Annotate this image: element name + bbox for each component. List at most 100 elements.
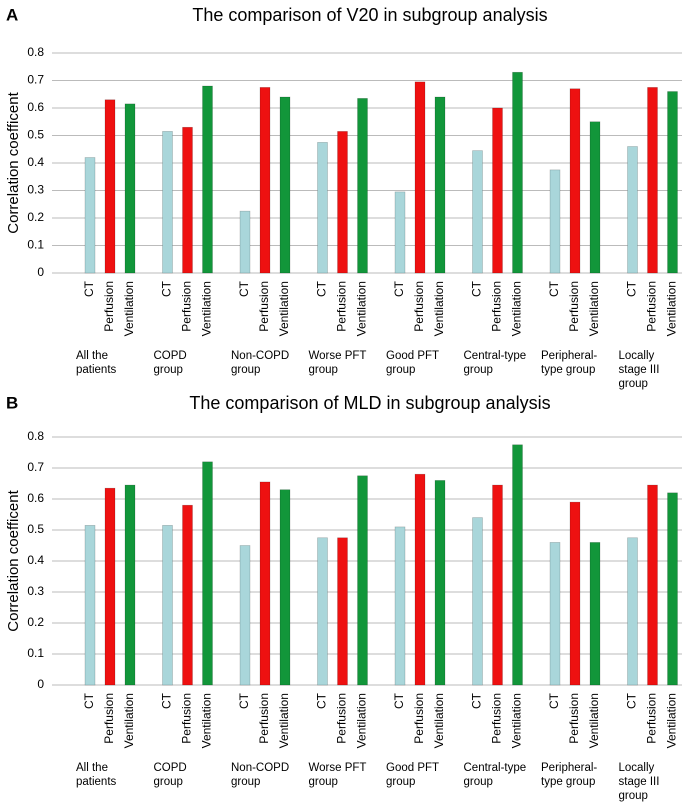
bar xyxy=(317,142,328,274)
category-label: Locally stage III group xyxy=(618,762,660,802)
bar-label: Perfusion xyxy=(412,693,426,744)
bar xyxy=(124,484,136,686)
bar xyxy=(202,85,213,274)
bar xyxy=(394,526,406,686)
bar xyxy=(434,480,446,686)
bar-label: Ventilation xyxy=(587,281,601,336)
bar xyxy=(337,131,348,274)
bar-label: CT xyxy=(237,692,251,709)
y-tick-label: 0.6 xyxy=(27,100,44,114)
y-tick-label: 0.6 xyxy=(27,491,44,505)
y-tick-label: 0.1 xyxy=(27,238,44,252)
bar xyxy=(667,91,678,274)
y-tick-label: 0.7 xyxy=(27,73,44,87)
y-tick-label: 0.1 xyxy=(27,646,44,660)
bar-label: CT xyxy=(237,280,251,297)
category-label: Central-type group xyxy=(463,762,527,788)
category-label: Peripheral- type group xyxy=(541,350,598,376)
bar-label: Perfusion xyxy=(567,281,581,332)
bar xyxy=(162,131,173,274)
y-tick-label: 0.3 xyxy=(27,183,44,197)
bar-label: Ventilation xyxy=(122,693,136,748)
bar xyxy=(182,504,193,686)
bar-label: Ventilation xyxy=(510,693,524,748)
bar-label: Ventilation xyxy=(200,281,214,336)
category-label: COPD group xyxy=(153,762,187,788)
bar-label: Ventilation xyxy=(665,693,679,748)
bar xyxy=(512,444,523,686)
bar xyxy=(259,481,271,686)
bar-label: CT xyxy=(547,692,561,709)
y-tick-label: 0.7 xyxy=(27,460,44,474)
bar xyxy=(627,146,638,274)
bar-label: Perfusion xyxy=(490,281,504,332)
bar xyxy=(549,169,561,274)
bar xyxy=(84,525,96,686)
bar-label: CT xyxy=(315,280,329,297)
bar xyxy=(472,150,483,274)
category-label: Non-COPD group xyxy=(231,350,290,376)
y-axis-label: Correlation coefficent xyxy=(5,91,22,233)
chart-title: The comparison of V20 in subgroup analys… xyxy=(192,5,547,25)
y-tick-label: 0 xyxy=(37,677,44,691)
bar xyxy=(259,87,271,274)
bar-label: CT xyxy=(470,692,484,709)
y-tick-label: 0.4 xyxy=(27,155,44,169)
bar-label: Perfusion xyxy=(645,281,659,332)
bar xyxy=(472,517,483,686)
bar-label: Perfusion xyxy=(257,693,271,744)
bar xyxy=(337,537,348,686)
bar xyxy=(667,492,678,686)
bar xyxy=(162,525,173,686)
bar xyxy=(589,121,601,274)
bar-label: Perfusion xyxy=(257,281,271,332)
bar-label: CT xyxy=(625,692,639,709)
bar xyxy=(104,487,116,686)
category-label: Central-type group xyxy=(463,350,527,376)
bar-label: CT xyxy=(82,692,96,709)
bar-label: CT xyxy=(547,280,561,297)
bar xyxy=(104,99,116,274)
bar xyxy=(357,475,368,686)
bar xyxy=(627,537,638,686)
bar xyxy=(182,126,193,274)
bar xyxy=(414,81,426,274)
category-label: Worse PFT group xyxy=(308,350,367,376)
bar xyxy=(569,88,581,274)
bar-label: CT xyxy=(315,692,329,709)
bar-label: Ventilation xyxy=(665,281,679,336)
bar-label: CT xyxy=(392,280,406,297)
bar-label: Perfusion xyxy=(102,281,116,332)
bar-label: Perfusion xyxy=(645,693,659,744)
y-tick-label: 0.8 xyxy=(27,45,44,59)
bar-label: Perfusion xyxy=(180,281,194,332)
bar-label: CT xyxy=(625,280,639,297)
bar-label: CT xyxy=(160,280,174,297)
bar xyxy=(589,542,601,686)
bar xyxy=(434,96,446,274)
bar xyxy=(84,157,96,274)
y-tick-label: 0.2 xyxy=(27,615,44,629)
bar-label: Ventilation xyxy=(200,693,214,748)
bar-label: CT xyxy=(160,692,174,709)
bar-label: Ventilation xyxy=(122,281,136,336)
y-tick-label: 0.3 xyxy=(27,584,44,598)
category-label: All the patients xyxy=(76,762,117,788)
bar xyxy=(414,473,426,686)
bar xyxy=(512,71,523,274)
bar xyxy=(279,96,291,274)
bar-label: Ventilation xyxy=(432,281,446,336)
bar xyxy=(317,537,328,686)
bar xyxy=(239,545,251,686)
bar-label: Perfusion xyxy=(335,693,349,744)
chart-title: The comparison of MLD in subgroup analys… xyxy=(189,393,550,413)
panel-label: B xyxy=(6,393,18,412)
category-label: Peripheral- type group xyxy=(541,762,598,788)
y-tick-label: 0.2 xyxy=(27,210,44,224)
bar xyxy=(647,87,658,274)
bar xyxy=(492,484,503,686)
bar-label: Ventilation xyxy=(277,693,291,748)
bar-label: Ventilation xyxy=(510,281,524,336)
